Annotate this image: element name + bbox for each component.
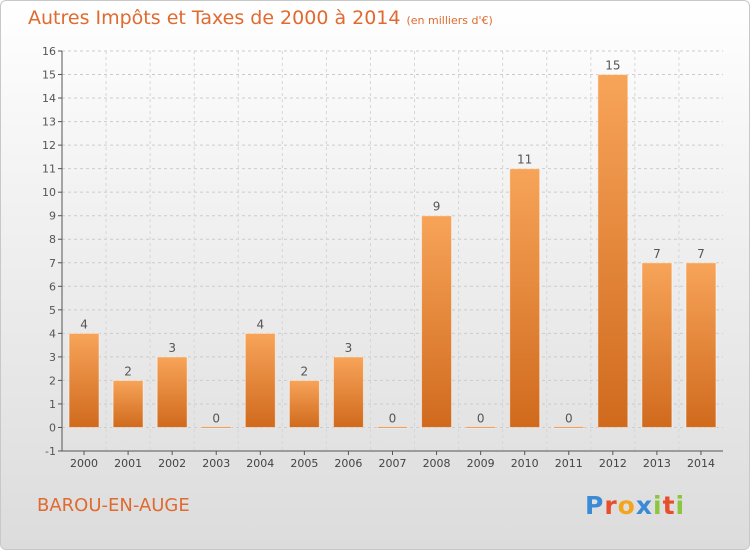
x-tick-label: 2009 bbox=[467, 457, 495, 470]
bar-2008 bbox=[421, 215, 453, 428]
value-label: 11 bbox=[517, 153, 532, 167]
value-label: 0 bbox=[565, 411, 573, 425]
y-tick-label: 12 bbox=[42, 139, 56, 152]
x-tick-label: 2012 bbox=[599, 457, 627, 470]
y-tick-label: 8 bbox=[49, 233, 56, 246]
bar-2012 bbox=[597, 74, 629, 428]
chart-title: Autres Impôts et Taxes de 2000 à 2014 (en… bbox=[28, 7, 493, 29]
y-tick-label: 10 bbox=[42, 186, 56, 199]
x-tick-label: 2006 bbox=[334, 457, 362, 470]
value-label: 15 bbox=[605, 59, 620, 73]
logo-letter: o bbox=[617, 491, 636, 520]
y-tick-label: 15 bbox=[42, 69, 56, 82]
y-tick-label: 5 bbox=[49, 304, 56, 317]
bar-2006 bbox=[332, 356, 364, 428]
x-tick-label: 2014 bbox=[687, 457, 715, 470]
proxiti-logo[interactable]: Proxiti bbox=[585, 491, 685, 520]
y-tick-label: -1 bbox=[45, 445, 56, 458]
bar-2013 bbox=[641, 262, 673, 428]
y-tick-label: 13 bbox=[42, 116, 56, 129]
value-label: 2 bbox=[124, 364, 132, 378]
bar-2009 bbox=[465, 425, 497, 429]
x-tick-label: 2008 bbox=[423, 457, 451, 470]
logo-letter: P bbox=[585, 491, 605, 520]
bar-2010 bbox=[509, 168, 541, 428]
x-tick-label: 2001 bbox=[114, 457, 142, 470]
y-tick-label: 1 bbox=[49, 398, 56, 411]
bar-2003 bbox=[200, 425, 232, 429]
axes bbox=[58, 50, 723, 455]
logo-letter: x bbox=[635, 491, 653, 520]
x-tick-label: 2005 bbox=[290, 457, 318, 470]
value-label: 0 bbox=[212, 411, 220, 425]
y-tick-label: 4 bbox=[49, 327, 56, 340]
value-label: 4 bbox=[256, 317, 264, 331]
chart-subtitle: (en milliers d'€) bbox=[406, 14, 493, 27]
bar-2000 bbox=[68, 332, 100, 428]
bar-2005 bbox=[288, 379, 320, 428]
logo-letter: r bbox=[604, 491, 618, 520]
bar-2004 bbox=[244, 332, 276, 428]
x-tick-label: 2013 bbox=[643, 457, 671, 470]
logo-letter: i bbox=[653, 491, 663, 520]
y-tick-label: 6 bbox=[49, 280, 56, 293]
bar-2011 bbox=[553, 425, 585, 429]
bar-2007 bbox=[377, 425, 408, 429]
value-label: 2 bbox=[301, 364, 309, 378]
y-tick-label: 0 bbox=[49, 421, 56, 434]
x-tick-label: 2000 bbox=[70, 457, 98, 470]
value-label: 0 bbox=[389, 411, 397, 425]
value-label: 7 bbox=[697, 247, 705, 261]
bars bbox=[68, 74, 717, 429]
x-tick-label: 2010 bbox=[511, 457, 539, 470]
value-label: 9 bbox=[433, 200, 441, 214]
y-tick-label: 3 bbox=[49, 351, 56, 364]
bar-2001 bbox=[112, 379, 144, 428]
y-tick-label: 9 bbox=[49, 210, 56, 223]
value-label: 0 bbox=[477, 411, 485, 425]
y-tick-label: 16 bbox=[42, 45, 56, 58]
y-tick-label: 7 bbox=[49, 257, 56, 270]
value-label: 7 bbox=[653, 247, 661, 261]
x-tick-label: 2011 bbox=[555, 457, 583, 470]
value-label: 4 bbox=[80, 317, 88, 331]
y-tick-label: 11 bbox=[42, 163, 56, 176]
logo-letter: t bbox=[662, 491, 676, 520]
y-tick-label: 2 bbox=[49, 374, 56, 387]
x-tick-label: 2003 bbox=[202, 457, 230, 470]
y-tick-label: 14 bbox=[42, 92, 56, 105]
commune-name: BAROU-EN-AUGE bbox=[37, 495, 190, 516]
logo-letter: i bbox=[675, 491, 686, 520]
x-tick-label: 2002 bbox=[158, 457, 186, 470]
grid-lines bbox=[62, 50, 723, 452]
x-tick-label: 2004 bbox=[246, 457, 274, 470]
bar-2002 bbox=[156, 356, 188, 428]
bar-2014 bbox=[685, 262, 717, 428]
labels: -101234567891011121314151642000220013200… bbox=[42, 45, 715, 470]
x-tick-label: 2007 bbox=[379, 457, 407, 470]
value-label: 3 bbox=[168, 341, 176, 355]
value-label: 3 bbox=[345, 341, 353, 355]
chart-title-text: Autres Impôts et Taxes de 2000 à 2014 bbox=[28, 7, 401, 29]
